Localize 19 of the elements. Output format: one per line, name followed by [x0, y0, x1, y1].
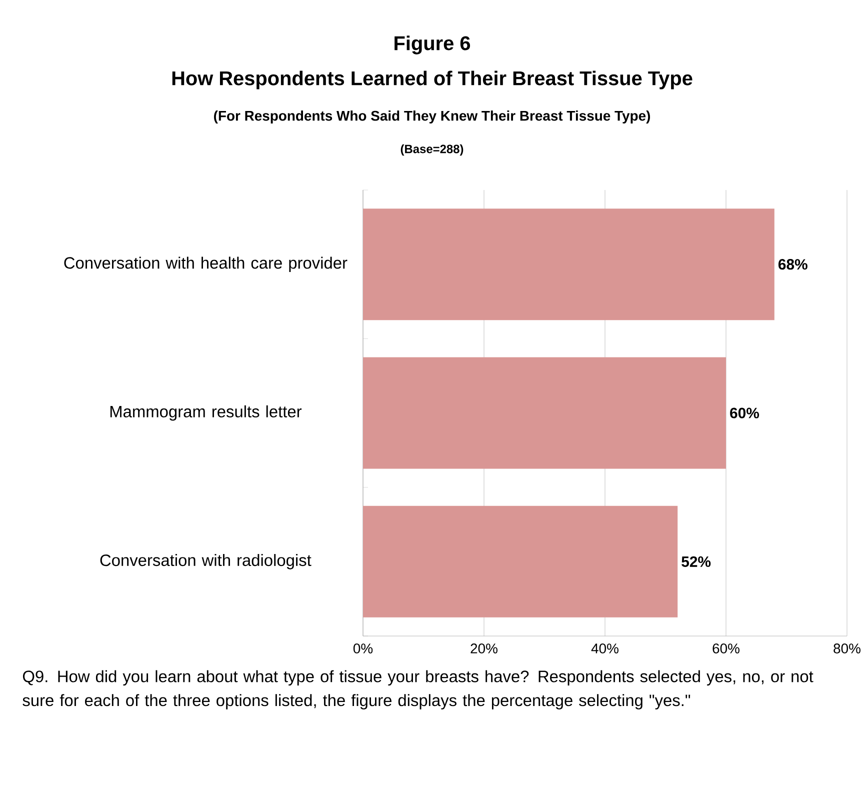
chart-subtitle: How Respondents Learned of Their Breast Tissue Type: [172, 70, 692, 90]
x-tick-label: 0%: [353, 644, 373, 654]
chart-title: Figure 6: [394, 36, 470, 54]
x-tick-label: 80%: [834, 644, 860, 654]
data-label: 68%: [778, 259, 808, 270]
data-label: 52%: [682, 556, 711, 567]
x-tick-label: 40%: [591, 644, 618, 654]
x-tick-label: 60%: [712, 644, 740, 654]
data-label: 60%: [730, 408, 760, 418]
bar: [363, 208, 774, 320]
text: (Base=288): [400, 144, 464, 156]
x-tick-label: 20%: [470, 644, 498, 654]
y-tick-label: Conversation with health care provider: [64, 256, 348, 272]
bar: [363, 357, 726, 469]
text: (For Respondents Who Said They Knew Their Breast Tissue Type): [214, 110, 650, 124]
y-tick-label: Mammogram results letter: [110, 405, 302, 421]
bar: [363, 506, 678, 618]
text: Q9. How did you learn about what type of tissue your breasts have? Respondents selected yes, no, or not sure for each of the three options listed, the figure displays the percentage selecting "yes.": [22, 670, 814, 710]
y-tick-label: Conversation with radiologist: [100, 554, 312, 570]
